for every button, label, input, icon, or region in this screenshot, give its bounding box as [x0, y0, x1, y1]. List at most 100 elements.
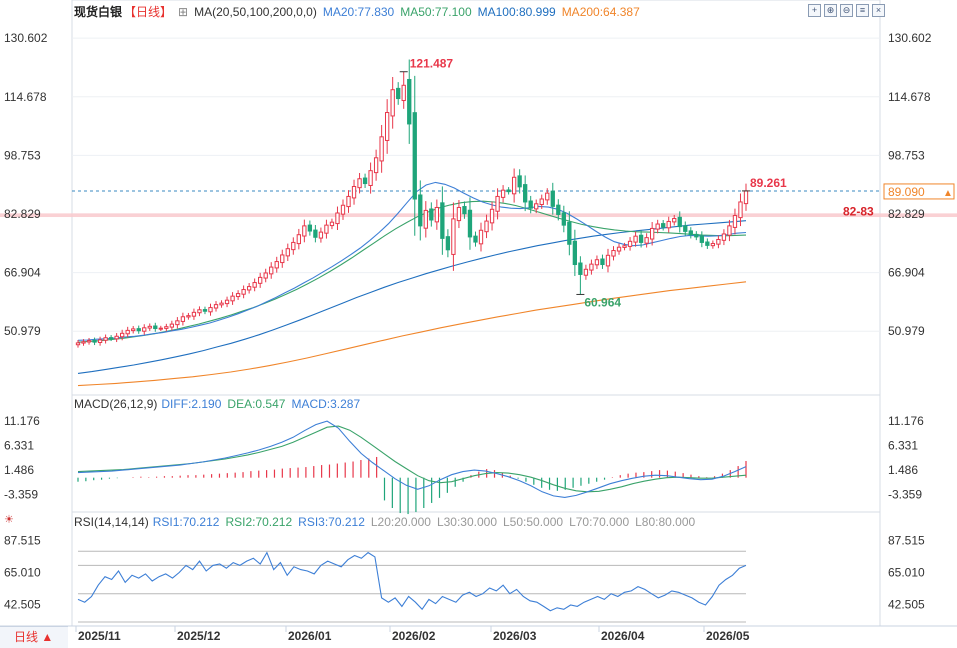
- candle: [644, 233, 649, 248]
- zoom-in-icon[interactable]: ⊕: [824, 4, 837, 17]
- candle: [120, 329, 125, 341]
- candle-body: [434, 206, 439, 223]
- rsi-tick-left: 65.010: [4, 565, 41, 579]
- candle: [291, 237, 296, 255]
- y-tick-label-left: 114.678: [4, 90, 47, 104]
- candle-body: [605, 254, 611, 267]
- candle: [235, 290, 241, 300]
- price-arrow-icon: ▲: [943, 188, 953, 199]
- candle: [280, 249, 285, 268]
- candle-body: [517, 175, 522, 188]
- panel-frame: [71, 394, 881, 513]
- y-tick-label-left: 66.904: [4, 266, 41, 280]
- candle: [677, 211, 682, 233]
- candle-body: [241, 289, 246, 295]
- rsi-tick-right: 87.515: [888, 534, 925, 548]
- candle-body: [362, 177, 368, 185]
- rsi-label: RSI(14,14,14): [74, 515, 149, 529]
- candle-body: [307, 224, 313, 232]
- candle-body: [578, 262, 583, 275]
- close-icon[interactable]: ×: [872, 4, 885, 17]
- candle-body: [644, 237, 649, 244]
- candle: [594, 255, 600, 270]
- candle-body: [572, 240, 578, 266]
- candle: [142, 324, 147, 335]
- candle-body: [324, 224, 329, 234]
- candle: [567, 211, 572, 256]
- candle: [385, 99, 390, 154]
- settings-icon[interactable]: ≡: [856, 4, 869, 17]
- candle: [136, 325, 141, 334]
- candle-body: [694, 233, 699, 238]
- candle: [484, 214, 489, 239]
- candle-body: [351, 185, 357, 199]
- candle-body: [523, 184, 528, 203]
- candle-body: [390, 89, 395, 117]
- candle: [451, 202, 456, 271]
- candle-body: [147, 325, 152, 329]
- candle-body: [655, 223, 660, 230]
- candle-body: [131, 328, 136, 332]
- rsi-panel[interactable]: [77, 550, 747, 623]
- candle: [478, 222, 484, 252]
- candle: [732, 208, 738, 235]
- rsi1-value: RSI1:70.212: [152, 515, 220, 529]
- ma20-line: [77, 181, 747, 341]
- candle: [269, 262, 274, 279]
- x-tick-label: 2025/12: [177, 629, 221, 643]
- candle: [572, 229, 578, 277]
- candle-body: [329, 221, 335, 227]
- candle: [324, 219, 329, 239]
- candle-body: [506, 189, 511, 193]
- chart-toolbar: + ⊕ ⊖ ≡ ×: [808, 4, 885, 17]
- candle-body: [539, 198, 544, 206]
- candle-body: [677, 216, 682, 228]
- rsi-header: RSI(14,14,14) RSI1:70.212 RSI2:70.212 RSI3:…: [74, 515, 701, 529]
- candle-body: [666, 220, 671, 229]
- candle-body: [318, 231, 324, 239]
- candle: [379, 124, 384, 173]
- candle: [114, 333, 119, 343]
- axis-labels: 130.602 130.602 114.678 114.678 98.753 98.753…: [4, 31, 932, 643]
- candle-body: [263, 272, 268, 279]
- current-price-label: 89.090: [888, 185, 925, 199]
- panel-frame: [71, 0, 881, 396]
- period-label[interactable]: 【日线】: [124, 5, 173, 19]
- candle: [329, 218, 335, 230]
- candle: [583, 264, 589, 280]
- candle: [429, 202, 434, 227]
- period-tab[interactable]: 日线 ▲: [0, 626, 68, 648]
- ma20-value: MA20:77.830: [322, 5, 395, 19]
- candle: [727, 219, 732, 242]
- candle-body: [649, 227, 655, 240]
- zoom-out-icon[interactable]: ⊖: [840, 4, 853, 17]
- sun-icon[interactable]: ☀: [4, 514, 14, 526]
- macd-tick-left: 11.176: [4, 414, 40, 428]
- l20-value: L20:20.000: [370, 515, 431, 529]
- candle: [445, 229, 451, 258]
- candle: [357, 173, 362, 194]
- candle: [500, 185, 506, 203]
- macd-panel[interactable]: [77, 420, 747, 515]
- ma100-line: [77, 220, 747, 374]
- candle-body: [672, 218, 677, 223]
- candle-body: [136, 328, 141, 332]
- candle: [694, 231, 699, 241]
- crosshair-icon[interactable]: +: [808, 4, 821, 17]
- settings-icon[interactable]: ⊞: [178, 5, 189, 19]
- candle-body: [683, 225, 688, 232]
- macd-tick-left: 1.486: [4, 463, 34, 477]
- candle: [688, 227, 693, 239]
- candle-body: [357, 178, 362, 189]
- candle: [86, 337, 92, 345]
- candle: [743, 183, 749, 211]
- candle: [511, 168, 517, 203]
- candle-body: [81, 341, 86, 344]
- candle-body: [235, 293, 241, 298]
- candle: [523, 175, 528, 212]
- candlesticks[interactable]: [75, 59, 749, 348]
- candle-body: [732, 215, 738, 228]
- candle: [556, 199, 561, 221]
- candle: [605, 248, 611, 273]
